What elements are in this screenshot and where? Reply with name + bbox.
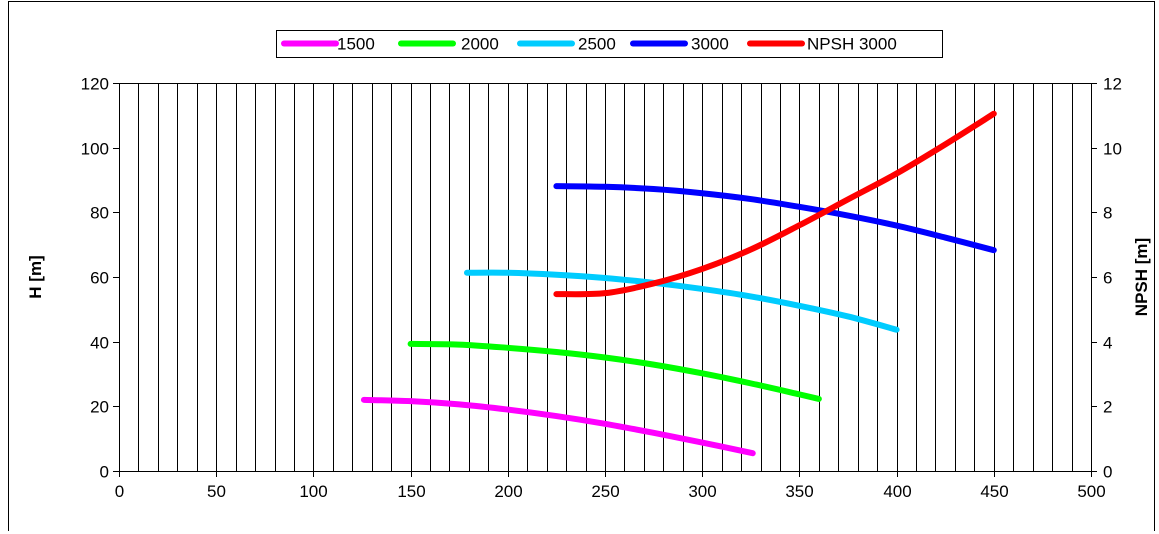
- x-tick-label: 150: [397, 482, 425, 501]
- series-line-2500: [463, 269, 900, 333]
- legend-label-npsh-3000: NPSH 3000: [807, 35, 897, 54]
- x-tick-label: 450: [980, 482, 1008, 501]
- y2-tick-label: 12: [1103, 75, 1122, 94]
- y-tick-label: 120: [81, 75, 109, 94]
- x-tick-label: 50: [207, 482, 226, 501]
- axes: 0 50 100 150 200 250 300 350 400 450 5000204060801…: [26, 75, 1151, 502]
- legend-label-3000: 3000: [691, 35, 729, 54]
- series: [360, 110, 997, 457]
- y2-axis-title: NPSH [m]: [1132, 238, 1151, 316]
- chart-area: 0 50 100 150 200 250 300 350 400 450 500 0 20 40 60 80 1…: [8, 1, 1155, 531]
- series-line-3000: [553, 183, 997, 254]
- x-tick-label: 400: [883, 482, 911, 501]
- legend-label-2000: 2000: [461, 35, 499, 54]
- y-tick-label: 100: [81, 140, 109, 159]
- legend-label-2500: 2500: [578, 35, 616, 54]
- x-tick-label: 500: [1077, 482, 1105, 501]
- y-tick-label: 60: [90, 269, 109, 288]
- y-tick-label: 0: [100, 463, 109, 482]
- y2-tick-label: 2: [1103, 398, 1112, 417]
- y-tick-label: 20: [90, 398, 109, 417]
- y2-tick-label: 8: [1103, 204, 1112, 223]
- x-tick-label: 200: [494, 482, 522, 501]
- legend-label-1500: 1500: [337, 35, 375, 54]
- y2-tick-label: 10: [1103, 140, 1122, 159]
- series-line-2000: [407, 340, 822, 402]
- x-tick-label: 350: [785, 482, 813, 501]
- line-chart: 0 50 100 150 200 250 300 350 400 450 5000204060801…: [26, 30, 1151, 502]
- y-tick-label: 80: [90, 204, 109, 223]
- legend: 1500 2000 2500 3000 NPSH 3000: [276, 30, 943, 58]
- y2-tick-label: 0: [1103, 463, 1112, 482]
- series-line-npsh-3000: [553, 110, 997, 298]
- x-tick-label: 250: [591, 482, 619, 501]
- y-axis-title: H [m]: [26, 255, 45, 298]
- y2-tick-label: 6: [1103, 269, 1112, 288]
- y-tick-label: 40: [90, 334, 109, 353]
- x-tick-label: 300: [688, 482, 716, 501]
- x-tick-label: 0: [115, 482, 124, 501]
- legend-box: [276, 30, 943, 58]
- x-tick-label: 100: [299, 482, 327, 501]
- y2-tick-label: 4: [1103, 334, 1112, 353]
- series-line-1500: [360, 396, 756, 457]
